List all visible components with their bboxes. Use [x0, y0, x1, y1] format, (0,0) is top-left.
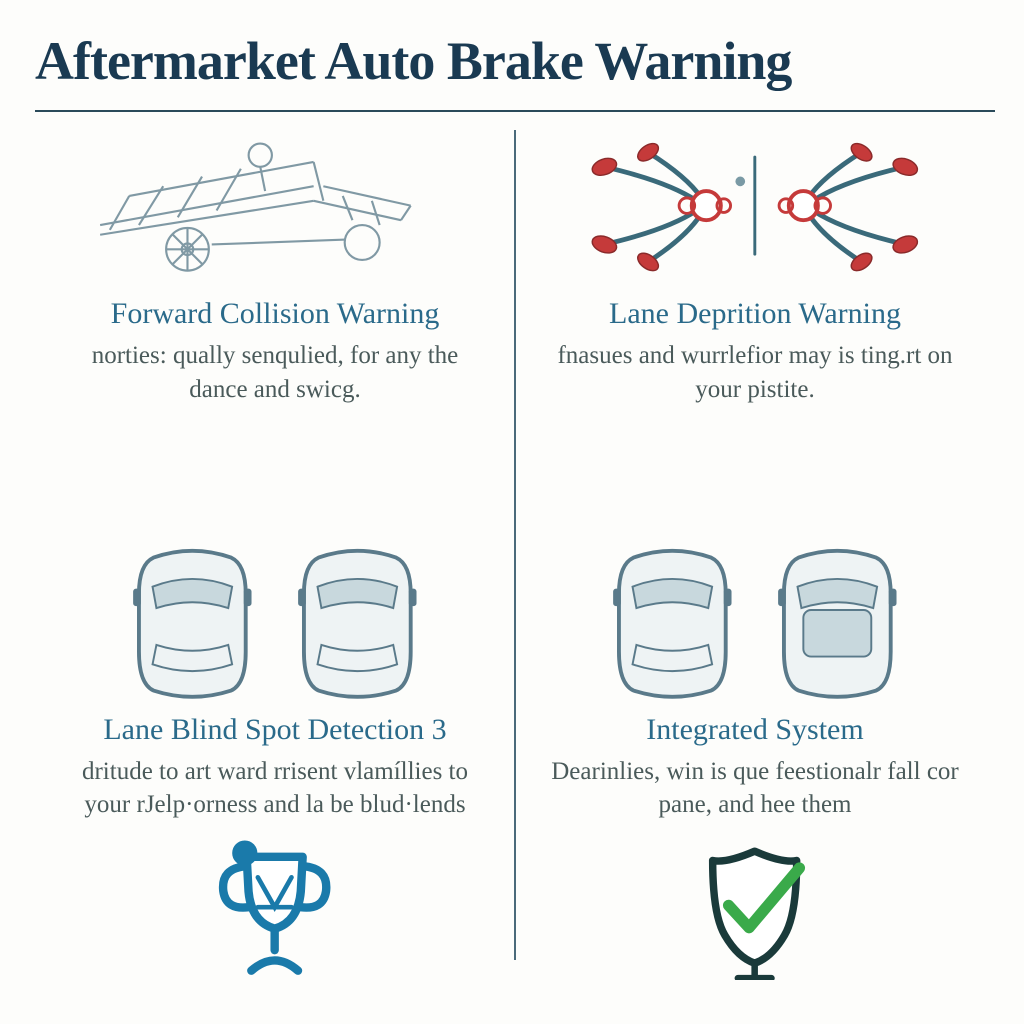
cell-forward-collision: Forward Collision Warning norties: quall… [35, 120, 515, 536]
cell-bl-body: dritude to art ward rrisent vlamíllies t… [65, 755, 485, 823]
cell-lane-departure: Lane Deprition Warning fnasues and wurrl… [515, 120, 995, 536]
vertical-divider [514, 130, 516, 960]
wireframe-vehicle-icon [63, 128, 487, 293]
trophy-icon [200, 840, 349, 980]
quadrant-grid: Forward Collision Warning norties: quall… [35, 120, 995, 990]
cell-blind-spot: Lane Blind Spot Detection 3 dritude to a… [35, 536, 515, 991]
two-cars-icon [543, 544, 967, 709]
cell-br-title: Integrated System [646, 713, 863, 747]
shield-check-icon [680, 840, 829, 980]
two-cars-icon [63, 544, 487, 709]
cell-tl-body: norties: qually senqulied, for any the d… [65, 339, 485, 407]
cell-tr-body: fnasues and wurrlefior may is ting.rt on… [545, 339, 965, 407]
cell-tl-title: Forward Collision Warning [111, 297, 440, 331]
cell-br-body: Dearinlies, win is que feestionalr fall … [545, 755, 965, 823]
cell-tr-title: Lane Deprition Warning [609, 297, 901, 331]
lane-sensor-icon [543, 128, 967, 293]
cell-bl-title: Lane Blind Spot Detection 3 [103, 713, 446, 747]
title-underline [35, 110, 995, 112]
cell-integrated: Integrated System Dearinlies, win is que… [515, 536, 995, 991]
infographic-page: Aftermarket Auto Brake Warning [0, 0, 1024, 1024]
page-title: Aftermarket Auto Brake Warning [35, 30, 1004, 92]
